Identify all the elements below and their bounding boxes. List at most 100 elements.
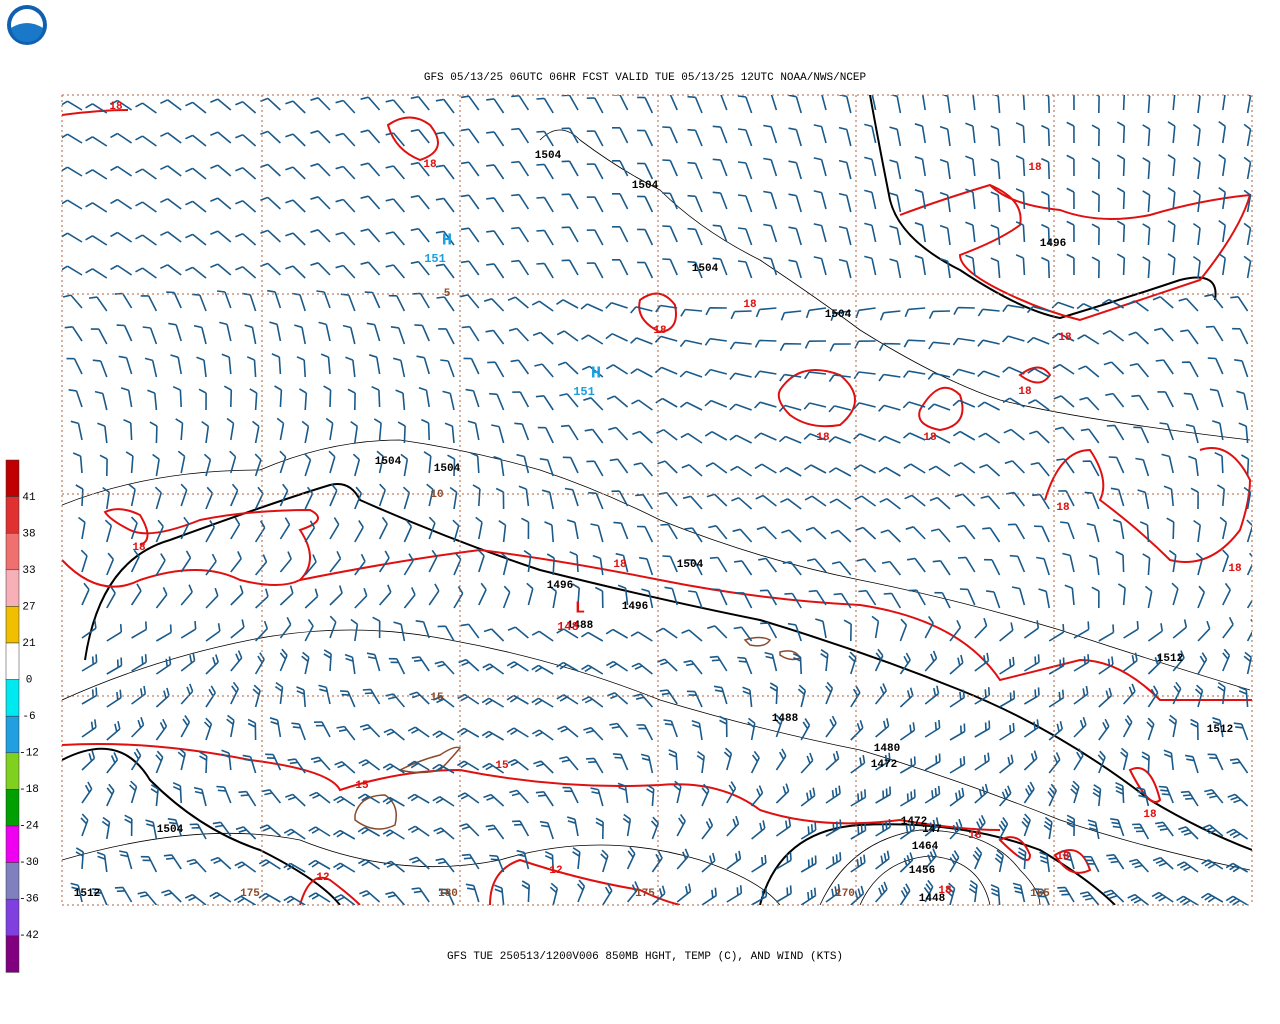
wind-barb bbox=[1167, 121, 1176, 144]
wind-barb bbox=[1023, 654, 1040, 672]
wind-barb bbox=[279, 517, 291, 540]
wind-barb bbox=[1222, 95, 1226, 111]
wind-barb bbox=[481, 697, 505, 708]
wind-barb bbox=[977, 339, 1000, 347]
wind-barb bbox=[974, 814, 986, 837]
color-bar-segment bbox=[5, 606, 20, 644]
wind-barb bbox=[92, 359, 108, 378]
wind-barb bbox=[180, 483, 188, 507]
wind-barb bbox=[99, 454, 108, 477]
wind-barb bbox=[774, 714, 783, 738]
wind-barb bbox=[577, 879, 586, 903]
wind-barb bbox=[874, 648, 884, 672]
wind-barb bbox=[994, 849, 1004, 873]
wind-barb bbox=[546, 553, 555, 576]
wind-barb bbox=[383, 728, 405, 741]
wind-barb bbox=[1032, 493, 1050, 510]
wind-barb bbox=[1172, 95, 1176, 111]
wind-barb bbox=[637, 228, 654, 246]
wind-barb bbox=[486, 164, 505, 180]
wind-barb bbox=[880, 529, 901, 543]
wind-barb bbox=[932, 560, 951, 576]
wind-barb bbox=[1038, 588, 1050, 609]
temperature-label: 18 bbox=[1018, 386, 1032, 398]
wind-barb bbox=[1023, 781, 1035, 804]
wind-barb bbox=[586, 229, 604, 246]
wind-barb bbox=[1243, 156, 1252, 180]
wind-barb bbox=[1098, 624, 1115, 642]
wind-barb bbox=[1098, 687, 1113, 708]
wind-barb bbox=[385, 132, 406, 147]
color-bar-segment bbox=[5, 898, 20, 937]
wind-barb bbox=[731, 497, 753, 510]
wind-barb bbox=[657, 658, 678, 672]
wind-barb bbox=[1238, 686, 1249, 708]
wind-barb bbox=[679, 370, 703, 378]
wind-barb bbox=[751, 854, 767, 873]
wind-barb bbox=[583, 397, 604, 411]
wind-barb bbox=[630, 306, 653, 314]
wind-barb bbox=[506, 727, 529, 738]
wind-barb bbox=[1229, 758, 1249, 774]
wind-barb bbox=[258, 859, 281, 870]
wind-barb bbox=[1115, 781, 1125, 804]
wind-barb bbox=[974, 652, 990, 672]
wind-barb bbox=[949, 787, 965, 807]
wind-barb bbox=[1004, 460, 1025, 474]
wind-barb bbox=[410, 161, 430, 177]
wind-barb bbox=[1060, 521, 1075, 540]
wind-barb bbox=[459, 823, 480, 837]
wind-barb bbox=[1246, 95, 1252, 114]
wind-barb bbox=[808, 589, 827, 606]
wind-barb bbox=[1034, 525, 1050, 543]
wind-barb bbox=[965, 188, 976, 210]
wind-barb bbox=[296, 686, 306, 708]
wind-barb bbox=[114, 886, 133, 903]
wind-barb bbox=[704, 431, 728, 441]
wind-barb bbox=[1195, 552, 1204, 576]
wind-barb bbox=[470, 452, 480, 474]
wind-barb bbox=[730, 310, 752, 320]
wind-barb bbox=[230, 517, 241, 540]
wind-barb bbox=[924, 650, 938, 672]
wind-barb bbox=[939, 224, 951, 246]
wind-barb bbox=[712, 224, 728, 243]
contours bbox=[62, 95, 1252, 905]
wind-barb bbox=[1218, 219, 1226, 243]
wind-barb bbox=[864, 189, 877, 210]
wind-barb bbox=[360, 195, 381, 210]
wind-barb bbox=[333, 862, 356, 873]
wind-barb bbox=[400, 453, 409, 477]
wind-barb bbox=[1128, 331, 1149, 345]
wind-barb bbox=[276, 417, 285, 441]
wind-barb bbox=[1115, 550, 1125, 573]
wind-barb bbox=[792, 652, 802, 675]
wind-barb bbox=[364, 291, 381, 309]
wind-barb bbox=[167, 818, 182, 837]
wind-barb bbox=[902, 401, 926, 409]
wind-barb bbox=[1116, 154, 1126, 177]
wind-barb bbox=[347, 388, 356, 411]
wind-barb bbox=[778, 404, 802, 412]
wind-barb bbox=[1053, 395, 1075, 408]
wind-barb bbox=[998, 785, 1012, 807]
wind-barb bbox=[221, 749, 232, 771]
wind-barb bbox=[489, 854, 505, 873]
wind-barb bbox=[378, 584, 392, 606]
wind-barb bbox=[878, 435, 901, 444]
wind-barb bbox=[626, 881, 640, 903]
wind-barb bbox=[1079, 396, 1100, 411]
wind-barb bbox=[780, 310, 802, 321]
wind-barb bbox=[1188, 455, 1199, 477]
pressure-center-value: 151 bbox=[573, 385, 595, 399]
wind-barb bbox=[905, 526, 926, 540]
wind-barb bbox=[864, 255, 877, 276]
wind-barb bbox=[435, 263, 455, 279]
wind-barb bbox=[1058, 490, 1075, 507]
wind-barb bbox=[556, 694, 579, 705]
wind-barb bbox=[1167, 154, 1176, 177]
wind-barb bbox=[662, 126, 678, 144]
wind-barb bbox=[235, 134, 257, 147]
wind-barb bbox=[1073, 717, 1087, 738]
wind-barb bbox=[1006, 491, 1026, 507]
